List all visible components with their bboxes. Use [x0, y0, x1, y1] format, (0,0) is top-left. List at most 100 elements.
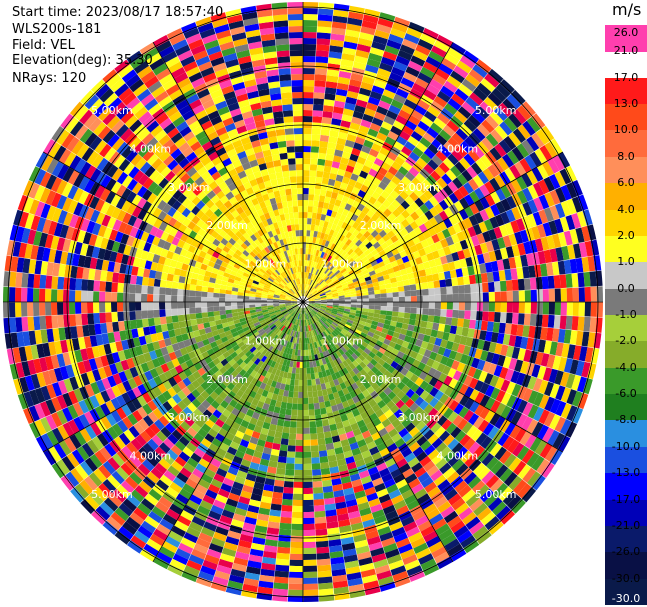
velocity-gate	[364, 159, 374, 169]
velocity-gate	[309, 421, 317, 428]
velocity-gate	[320, 251, 325, 259]
velocity-gate	[50, 302, 58, 316]
velocity-gate	[295, 445, 303, 452]
velocity-gate	[428, 302, 435, 309]
velocity-gate	[482, 282, 489, 293]
velocity-gate	[287, 445, 296, 452]
velocity-gate	[128, 302, 136, 312]
velocity-gate	[352, 221, 360, 230]
velocity-gate	[342, 208, 350, 217]
velocity-gate	[322, 171, 331, 179]
velocity-gate	[392, 297, 400, 302]
velocity-gate	[464, 302, 472, 311]
velocity-gate	[355, 49, 370, 59]
velocity-gate	[295, 451, 303, 458]
velocity-gate	[369, 90, 383, 101]
velocity-gate	[374, 29, 390, 40]
velocity-gate	[357, 37, 373, 47]
velocity-gate	[21, 316, 29, 332]
velocity-gate	[320, 232, 326, 240]
velocity-gate	[328, 229, 335, 237]
velocity-gate	[417, 120, 430, 132]
velocity-gate	[274, 576, 289, 584]
velocity-gate	[237, 295, 244, 299]
velocity-gate	[303, 61, 316, 69]
velocity-gate	[310, 158, 318, 165]
velocity-gate	[379, 147, 390, 157]
velocity-gate	[300, 349, 303, 356]
velocity-gate	[542, 289, 550, 302]
velocity-gate	[287, 396, 293, 404]
velocity-gate	[303, 541, 316, 549]
velocity-gate	[327, 178, 336, 186]
velocity-gate	[332, 155, 342, 163]
velocity-gate	[342, 108, 354, 117]
velocity-gate	[293, 391, 299, 398]
velocity-gate	[554, 302, 562, 316]
velocity-gate	[345, 29, 360, 38]
velocity-gate	[303, 146, 311, 153]
velocity-gate	[304, 278, 307, 285]
velocity-gate	[396, 317, 404, 324]
velocity-gate	[310, 152, 319, 159]
velocity-gate	[345, 238, 352, 246]
velocity-gate	[117, 282, 124, 293]
velocity-gate	[511, 313, 519, 325]
velocity-gate	[373, 79, 387, 89]
velocity-gate	[432, 73, 447, 86]
velocity-gate	[348, 11, 364, 21]
velocity-gate	[512, 302, 519, 313]
velocity-gate	[577, 316, 585, 331]
velocity-gate	[338, 70, 352, 79]
velocity-gate	[356, 43, 371, 53]
velocity-gate	[358, 211, 367, 220]
velocity-gate	[347, 17, 363, 27]
velocity-gate	[547, 314, 555, 328]
velocity-gate	[195, 285, 203, 292]
velocity-gate	[359, 170, 369, 179]
velocity-gate	[286, 402, 293, 410]
velocity-gate	[39, 302, 46, 316]
velocity-gate	[307, 385, 313, 392]
velocity-gate	[314, 182, 322, 190]
velocity-gate	[422, 295, 429, 302]
velocity-gate	[225, 309, 232, 315]
velocity-gate	[334, 149, 344, 158]
velocity-gate	[153, 278, 161, 287]
velocity-gate	[512, 290, 519, 302]
velocity-gate	[15, 272, 23, 288]
velocity-gate	[361, 206, 370, 215]
velocity-gate	[402, 279, 410, 286]
velocity-gate	[343, 41, 358, 50]
velocity-gate	[303, 217, 308, 225]
velocity-gate	[304, 284, 306, 291]
velocity-gate	[407, 60, 423, 72]
velocity-gate	[437, 90, 451, 103]
velocity-gate	[110, 292, 118, 302]
velocity-gate	[206, 297, 214, 302]
velocity-gate	[290, 421, 297, 428]
velocity-gate	[371, 163, 381, 172]
velocity-gate	[297, 397, 303, 405]
velocity-gate	[218, 302, 226, 307]
velocity-gate	[219, 293, 226, 298]
velocity-gate	[312, 274, 317, 281]
velocity-gate	[404, 302, 412, 308]
velocity-gate	[307, 285, 312, 292]
velocity-gate	[423, 89, 437, 101]
velocity-gate	[329, 45, 343, 53]
velocity-gate	[341, 195, 350, 204]
velocity-gate	[317, 438, 326, 446]
velocity-gate	[393, 93, 407, 104]
velocity-gate	[315, 414, 322, 422]
velocity-gate	[39, 274, 47, 289]
velocity-gate	[303, 109, 313, 117]
velocity-gate	[316, 44, 330, 52]
velocity-gate	[452, 285, 459, 294]
velocity-gate	[140, 302, 148, 311]
velocity-gate	[390, 28, 406, 39]
velocity-gate	[323, 105, 334, 113]
velocity-gate	[404, 290, 411, 297]
velocity-gate	[311, 463, 321, 470]
velocity-gate	[322, 259, 327, 266]
